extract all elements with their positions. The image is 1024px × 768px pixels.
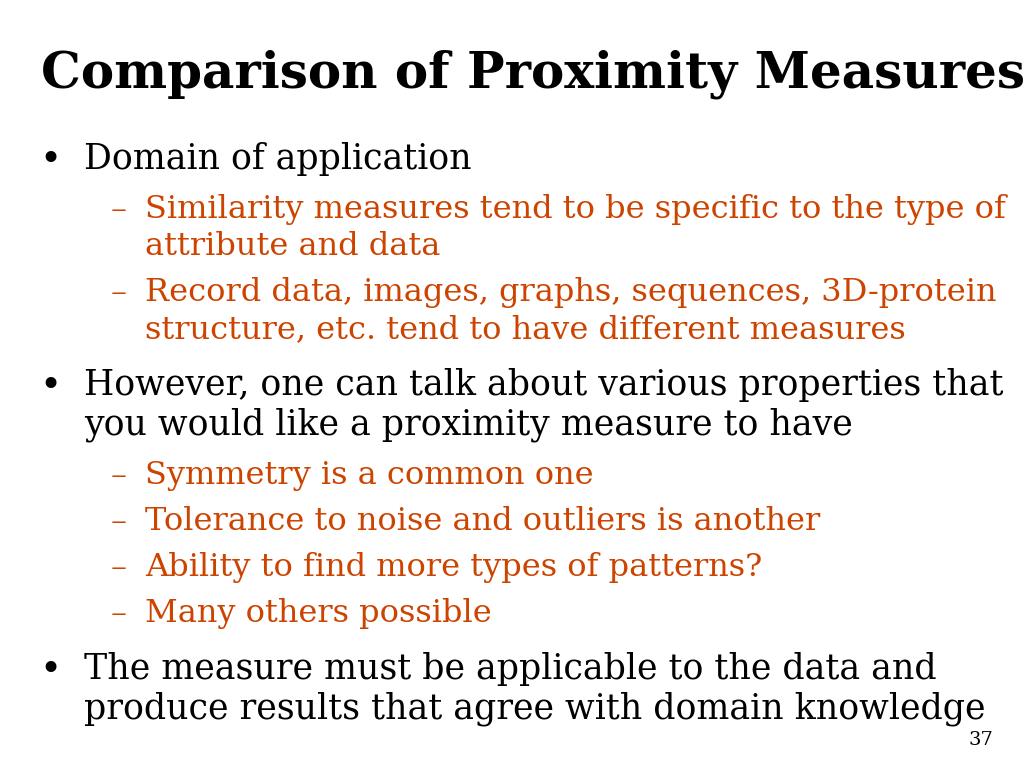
Text: Ability to find more types of patterns?: Ability to find more types of patterns? bbox=[145, 552, 763, 583]
Text: The measure must be applicable to the data and: The measure must be applicable to the da… bbox=[84, 652, 937, 686]
Text: •: • bbox=[39, 652, 61, 688]
Text: –: – bbox=[111, 506, 127, 537]
Text: –: – bbox=[111, 552, 127, 583]
Text: Symmetry is a common one: Symmetry is a common one bbox=[145, 460, 594, 491]
Text: Record data, images, graphs, sequences, 3D-protein: Record data, images, graphs, sequences, … bbox=[145, 277, 997, 308]
Text: attribute and data: attribute and data bbox=[145, 231, 440, 262]
Text: Many others possible: Many others possible bbox=[145, 598, 493, 629]
Text: However, one can talk about various properties that: However, one can talk about various prop… bbox=[84, 368, 1004, 402]
Text: 37: 37 bbox=[969, 731, 993, 749]
Text: Similarity measures tend to be specific to the type of: Similarity measures tend to be specific … bbox=[145, 194, 1007, 225]
Text: •: • bbox=[39, 142, 61, 178]
Text: –: – bbox=[111, 460, 127, 491]
Text: –: – bbox=[111, 598, 127, 629]
Text: Domain of application: Domain of application bbox=[84, 142, 472, 176]
Text: •: • bbox=[39, 368, 61, 404]
Text: Tolerance to noise and outliers is another: Tolerance to noise and outliers is anoth… bbox=[145, 506, 820, 537]
Text: produce results that agree with domain knowledge: produce results that agree with domain k… bbox=[84, 692, 985, 727]
Text: structure, etc. tend to have different measures: structure, etc. tend to have different m… bbox=[145, 314, 906, 345]
Text: –: – bbox=[111, 194, 127, 225]
Text: you would like a proximity measure to have: you would like a proximity measure to ha… bbox=[84, 408, 853, 442]
Text: Comparison of Proximity Measures: Comparison of Proximity Measures bbox=[41, 50, 1024, 99]
Text: –: – bbox=[111, 277, 127, 308]
